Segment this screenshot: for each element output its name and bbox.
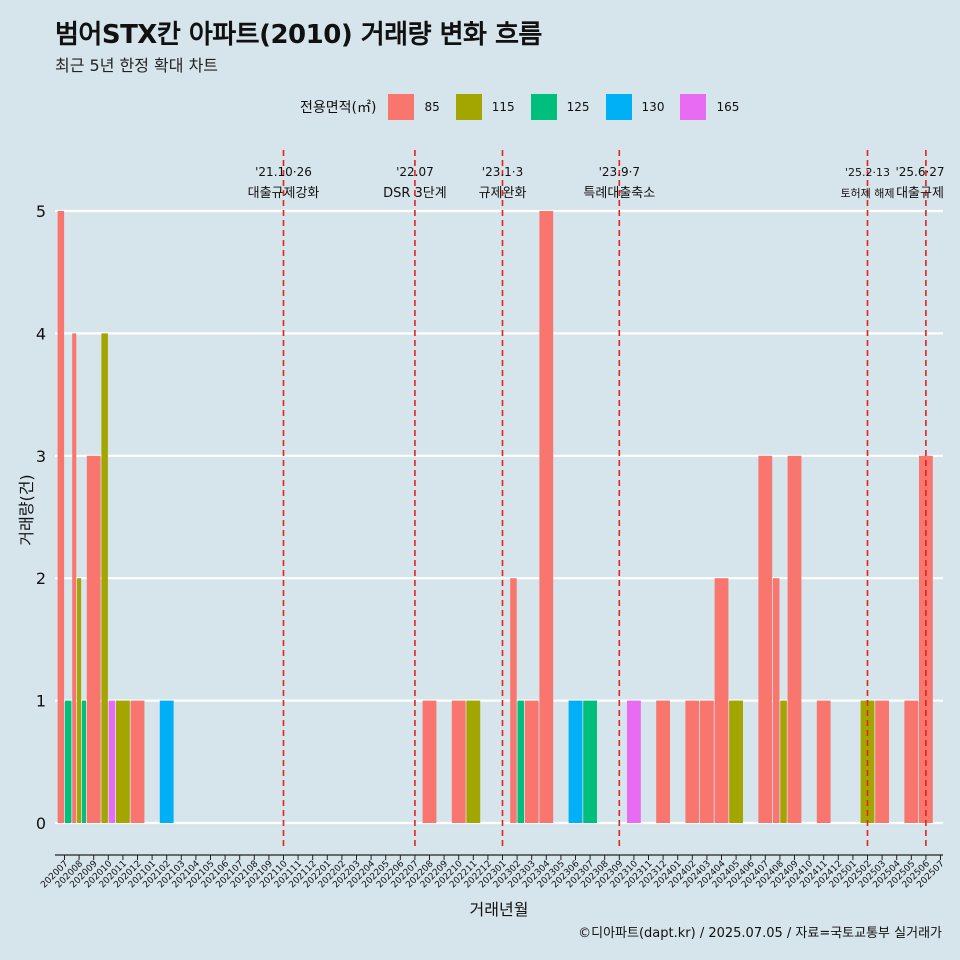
annotation-date: '23.1·3 (482, 165, 523, 179)
bar (81, 700, 86, 823)
y-axis-title: 거래량(건) (17, 474, 36, 545)
legend-label: 125 (566, 100, 590, 114)
legend-swatch (388, 94, 415, 120)
legend-swatch (680, 94, 707, 120)
bar (816, 700, 831, 823)
bar (466, 700, 481, 823)
bar (685, 700, 700, 823)
annotation-date: '21.10·26 (255, 165, 312, 179)
annotation-label: 대출규제 (896, 186, 944, 201)
bar (787, 455, 802, 823)
bar (77, 578, 82, 823)
legend-item: 165 (680, 94, 745, 120)
bar (904, 700, 919, 823)
y-tick-label: 1 (36, 692, 46, 711)
legend-swatch (605, 94, 632, 120)
legend: 전용면적(㎡) 85 115 125 130 165 (300, 92, 755, 122)
x-axis-title: 거래년월 (470, 900, 529, 919)
bar (919, 455, 933, 823)
annotation-label: 토허제 해제 (840, 186, 894, 200)
source-caption: ©디아파트(dapt.kr) / 2025.07.05 / 자료=국토교통부 실… (578, 926, 942, 941)
bar (72, 333, 77, 823)
legend-label: 130 (641, 100, 665, 114)
bar (57, 211, 65, 823)
annotation-label: 특례대출축소 (583, 186, 655, 201)
bar (729, 700, 743, 823)
chart-title: 범어STX칸 아파트(2010) 거래량 변화 흐름 (55, 20, 542, 50)
legend-title: 전용면적(㎡) (300, 100, 377, 116)
y-tick-label: 5 (36, 202, 46, 221)
bar (583, 700, 597, 823)
bar (64, 700, 72, 823)
bar (714, 578, 729, 823)
chart-subtitle: 최근 5년 한정 확대 차트 (55, 56, 219, 75)
legend-item: 85 (388, 94, 445, 120)
legend-swatch (455, 94, 482, 120)
bar (875, 700, 889, 823)
bar (700, 700, 714, 823)
bar (780, 700, 787, 823)
bar (539, 211, 554, 823)
bar (758, 455, 773, 823)
legend-item: 115 (455, 94, 521, 120)
bar (517, 700, 524, 823)
bar (656, 700, 670, 823)
legend-item: 125 (530, 94, 596, 120)
legend-item: 130 (605, 94, 671, 120)
annotation-label: 대출규제강화 (248, 186, 320, 201)
bar (451, 700, 466, 823)
bar (510, 578, 517, 823)
legend-label: 165 (716, 100, 740, 114)
bar (627, 700, 641, 823)
y-tick-label: 3 (36, 447, 46, 466)
annotation-label: DSR 3단계 (383, 186, 447, 201)
bar (86, 455, 101, 823)
bar (116, 700, 130, 823)
annotation-date: '22.07 (396, 165, 434, 179)
legend-label: 85 (424, 100, 440, 114)
bar (524, 700, 539, 823)
bar (108, 700, 116, 823)
legend-items: 85 115 125 130 165 (388, 94, 755, 120)
legend-swatch (530, 94, 557, 120)
y-tick-label: 2 (36, 569, 46, 588)
annotation-date: '23.9·7 (599, 165, 640, 179)
bar (422, 700, 437, 823)
annotation-date: '25.6·27 (895, 165, 944, 179)
bar (773, 578, 780, 823)
bar (159, 700, 174, 823)
annotation-date: '25.2·13 (845, 166, 890, 179)
y-tick-label: 4 (36, 324, 46, 343)
bar (130, 700, 145, 823)
legend-label: 115 (491, 100, 515, 114)
bar (568, 700, 583, 823)
y-tick-label: 0 (36, 814, 46, 833)
annotation-label: 규제완화 (479, 186, 527, 201)
bar (101, 333, 108, 823)
